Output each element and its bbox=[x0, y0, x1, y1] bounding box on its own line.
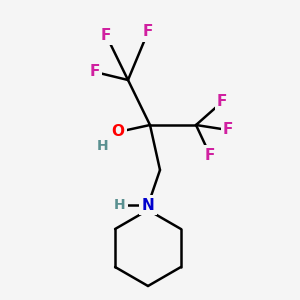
Text: F: F bbox=[223, 122, 233, 137]
Text: F: F bbox=[217, 94, 227, 110]
Text: N: N bbox=[142, 197, 154, 212]
Text: F: F bbox=[205, 148, 215, 163]
Text: F: F bbox=[143, 25, 153, 40]
Text: O: O bbox=[112, 124, 124, 140]
Text: H: H bbox=[114, 198, 126, 212]
Text: F: F bbox=[101, 28, 111, 43]
Text: F: F bbox=[90, 64, 100, 80]
Text: H: H bbox=[97, 139, 109, 153]
